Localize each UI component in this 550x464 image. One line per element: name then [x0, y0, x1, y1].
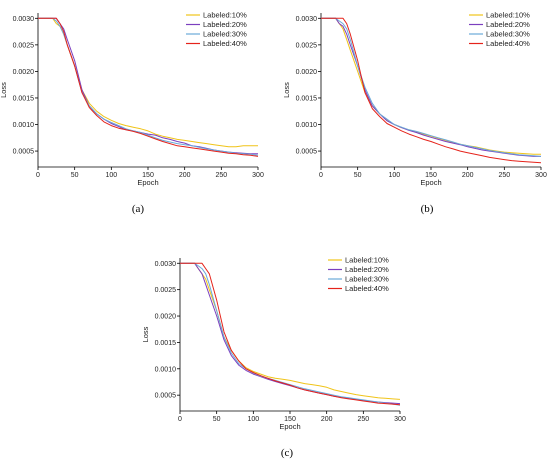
legend: Labeled:10%Labeled:20%Labeled:30%Labeled…	[186, 11, 247, 49]
y-tick-label: 0.0010	[13, 122, 35, 129]
y-tick-label: 0.0030	[13, 16, 35, 23]
y-tick-label: 0.0005	[155, 393, 177, 400]
y-axis-title: Loss	[0, 82, 8, 98]
x-tick-label: 0	[319, 172, 323, 179]
legend-label: Labeled:40%	[203, 39, 247, 48]
y-tick-label: 0.0025	[296, 42, 318, 49]
legend-label: Labeled:30%	[345, 275, 389, 284]
legend-label: Labeled:30%	[203, 30, 247, 39]
legend-label: Labeled:40%	[486, 39, 530, 48]
y-tick-label: 0.0005	[296, 149, 318, 156]
y-tick-label: 0.0025	[13, 42, 35, 49]
panel-caption: (a)	[132, 203, 145, 215]
y-tick-label: 0.0015	[13, 95, 35, 102]
y-tick-label: 0.0020	[155, 314, 177, 321]
y-tick-label: 0.0010	[155, 366, 177, 373]
x-tick-label: 250	[215, 172, 227, 179]
panel-caption: (b)	[421, 203, 434, 215]
x-tick-label: 0	[178, 416, 182, 423]
y-tick-label: 0.0005	[13, 149, 35, 156]
x-tick-label: 50	[213, 416, 221, 423]
y-tick-label: 0.0020	[296, 69, 318, 76]
x-tick-label: 200	[179, 172, 191, 179]
legend-label: Labeled:40%	[345, 284, 389, 293]
x-tick-label: 250	[498, 172, 510, 179]
legend-label: Labeled:20%	[203, 20, 247, 29]
y-tick-label: 0.0030	[296, 16, 318, 23]
legend-label: Labeled:20%	[486, 20, 530, 29]
y-tick-label: 0.0020	[13, 69, 35, 76]
x-tick-label: 100	[105, 172, 117, 179]
y-axis-title: Loss	[282, 82, 291, 98]
legend-label: Labeled:20%	[345, 265, 389, 274]
y-tick-label: 0.0015	[296, 95, 318, 102]
y-axis-title: Loss	[141, 326, 150, 342]
legend-label: Labeled:10%	[486, 11, 530, 20]
chart-panel-3: 0 50 100 150 200 250 3000.00050.00100.00150.00…	[141, 256, 406, 460]
x-tick-label: 250	[357, 416, 369, 423]
panel-caption: (c)	[281, 447, 294, 459]
legend: Labeled:10%Labeled:20%Labeled:30%Labeled…	[469, 11, 530, 49]
legend-label: Labeled:10%	[203, 11, 247, 20]
x-tick-label: 300	[394, 416, 406, 423]
chart-panel-2: 0 50 100 150 200 250 3000.00050.00100.00150.00…	[282, 11, 547, 216]
chart-panel-1: 0 50 100 150 200 250 3000.00050.00100.00150.00…	[0, 11, 264, 216]
x-tick-label: 200	[462, 172, 474, 179]
x-tick-label: 300	[252, 172, 264, 179]
x-axis-title: Epoch	[137, 178, 158, 187]
y-tick-label: 0.0030	[155, 261, 177, 268]
x-tick-label: 200	[321, 416, 333, 423]
x-tick-label: 100	[247, 416, 259, 423]
y-tick-label: 0.0015	[155, 340, 177, 347]
x-axis-title: Epoch	[279, 422, 300, 431]
x-tick-label: 300	[535, 172, 547, 179]
x-axis-title: Epoch	[420, 178, 441, 187]
y-tick-label: 0.0010	[296, 122, 318, 129]
legend: Labeled:10%Labeled:20%Labeled:30%Labeled…	[328, 256, 389, 294]
x-tick-label: 0	[36, 172, 40, 179]
x-tick-label: 100	[388, 172, 400, 179]
x-tick-label: 50	[71, 172, 79, 179]
legend-label: Labeled:30%	[486, 30, 530, 39]
x-tick-label: 50	[354, 172, 362, 179]
y-tick-label: 0.0025	[155, 287, 177, 294]
legend-label: Labeled:10%	[345, 256, 389, 265]
